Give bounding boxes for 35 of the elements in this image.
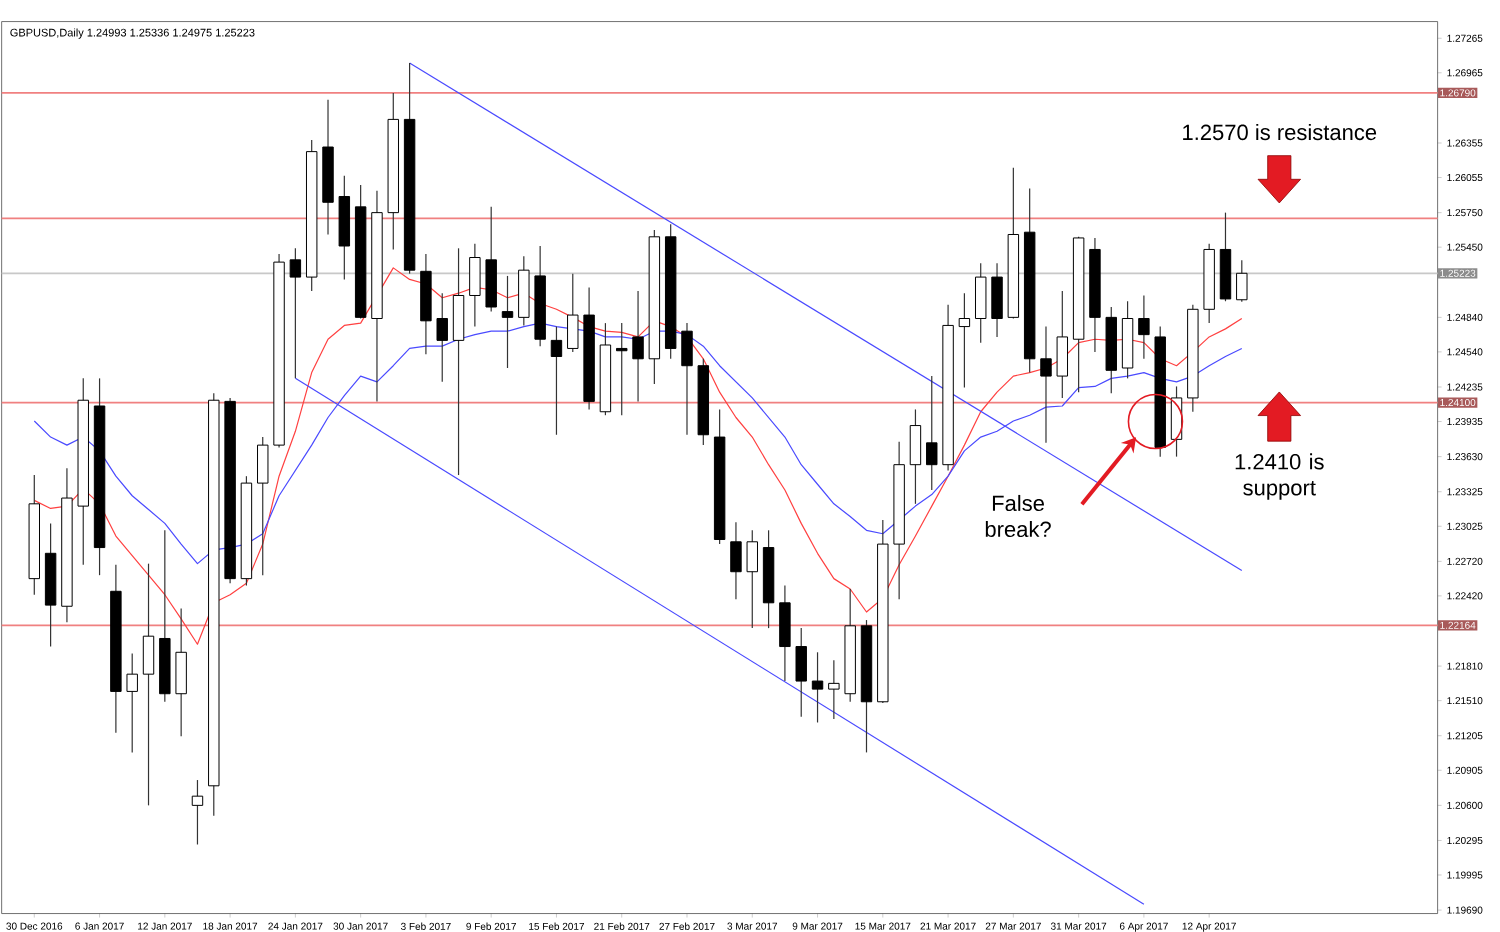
candlestick: [452, 247, 465, 476]
candlestick: [436, 292, 448, 383]
candlestick: [632, 290, 644, 402]
candlestick: [926, 375, 938, 491]
candlestick: [550, 325, 563, 436]
candlestick: [795, 627, 807, 718]
candlestick: [1056, 290, 1069, 399]
candlestick: [142, 563, 155, 806]
candlestick: [501, 275, 514, 369]
candlestick: [616, 322, 628, 416]
candlestick: [681, 322, 693, 436]
candlestick: [485, 206, 497, 313]
candlestick: [1236, 259, 1248, 303]
candlestick: [518, 255, 530, 327]
annotation: False break?: [985, 494, 1051, 538]
candlestick: [828, 659, 840, 720]
candlestick: [746, 529, 758, 629]
candlestick: [126, 652, 138, 754]
candlestick: [191, 779, 204, 846]
candlestick: [1138, 294, 1150, 360]
candlestick: [257, 436, 269, 576]
candlestick: [175, 607, 187, 737]
candlestick: [289, 247, 302, 379]
candlestick: [974, 262, 987, 344]
candlestick: [469, 243, 481, 328]
candlestick: [991, 262, 1003, 338]
candlestick: [730, 521, 742, 600]
candlestick: [1040, 325, 1052, 444]
annotation: 1.2410 is support: [1235, 453, 1324, 500]
candlestick: [958, 292, 971, 389]
annotation: 1.2570 is resistance: [1183, 123, 1377, 141]
candlestick: [909, 408, 922, 505]
candlestick: [811, 651, 824, 724]
candlestick: [567, 273, 579, 353]
candlestick: [779, 584, 791, 682]
